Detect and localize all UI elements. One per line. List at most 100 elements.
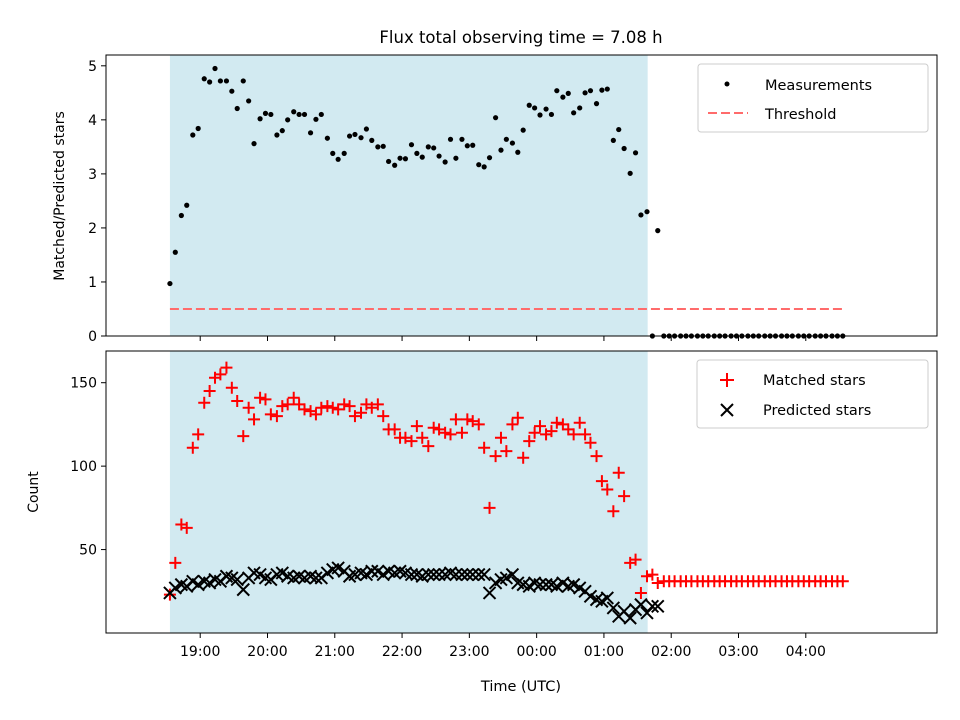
predicted-star-point xyxy=(449,567,463,582)
measurement-point xyxy=(274,132,280,138)
measurement-point xyxy=(425,144,431,150)
measurement-point xyxy=(240,78,246,84)
matched-star-point xyxy=(595,475,608,488)
matched-star-point xyxy=(365,401,378,414)
matched-star-point xyxy=(517,451,530,464)
measurement-point xyxy=(229,88,235,94)
matched-star-point xyxy=(203,385,216,398)
measurement-point xyxy=(577,105,583,111)
measurement-point xyxy=(330,150,336,156)
x-tick-label: 19:00 xyxy=(180,644,220,660)
legend-threshold-label: Threshold xyxy=(764,107,836,123)
measurement-point xyxy=(486,155,493,161)
measurement-point xyxy=(375,144,381,150)
measurement-point xyxy=(313,116,319,122)
matched-star-point xyxy=(416,431,429,444)
predicted-star-point xyxy=(634,597,648,612)
x-tick-label: 23:00 xyxy=(449,644,489,660)
measurement-point xyxy=(279,128,285,134)
measurement-point xyxy=(212,65,218,72)
x-tick-label: 03:00 xyxy=(718,644,758,660)
measurement-point xyxy=(498,147,504,153)
predicted-star-point xyxy=(606,601,621,615)
measurement-point xyxy=(402,156,409,162)
bottom-y-tick-label: 100 xyxy=(70,459,97,475)
matched-star-point xyxy=(444,428,457,441)
measurement-point xyxy=(582,90,588,96)
matched-star-point xyxy=(567,428,580,441)
x-axis-label: Time (UTC) xyxy=(480,679,561,695)
matched-star-point xyxy=(528,426,541,439)
matched-star-point xyxy=(371,398,384,411)
matched-star-point xyxy=(309,408,322,421)
measurement-point xyxy=(363,126,370,132)
measurement-point xyxy=(207,79,213,85)
measurement-point xyxy=(178,212,184,219)
measurement-point xyxy=(369,137,375,143)
predicted-star-point xyxy=(533,577,547,592)
measurement-point xyxy=(352,131,358,138)
predicted-star-point xyxy=(309,571,323,585)
top-y-tick-label: 0 xyxy=(88,329,97,345)
predicted-star-point xyxy=(645,599,660,614)
measurement-point xyxy=(644,209,650,215)
x-tick-label: 01:00 xyxy=(584,644,624,660)
measurement-point xyxy=(257,116,263,122)
legend-measurements-marker xyxy=(724,81,730,87)
matched-star-point xyxy=(220,361,233,374)
legend-measurements-label: Measurements xyxy=(765,78,872,94)
top-plot-frame xyxy=(105,54,938,337)
measurement-point xyxy=(537,112,543,118)
matched-star-point xyxy=(489,450,502,463)
matched-star-point xyxy=(410,420,423,433)
measurement-point xyxy=(464,143,470,149)
predicted-star-point xyxy=(460,567,475,582)
measurement-point xyxy=(599,87,605,93)
matched-star-point xyxy=(629,553,642,566)
measurement-point xyxy=(593,101,600,107)
matched-star-point xyxy=(478,441,491,454)
predicted-star-point xyxy=(482,586,497,600)
measurement-point xyxy=(296,111,302,118)
measurement-point xyxy=(195,125,201,132)
matched-star-point xyxy=(388,423,401,436)
matched-star-point xyxy=(326,401,339,414)
measurement-point xyxy=(548,111,555,118)
matched-star-point xyxy=(198,396,211,409)
matched-star-point xyxy=(248,413,261,426)
top-panel: 0 1 2 3 4 5 Matched/Predicted stars Measureme… xyxy=(52,54,938,345)
measurement-point xyxy=(565,90,571,96)
measurement-point xyxy=(604,86,610,92)
measurement-point xyxy=(560,94,566,100)
legend-predicted-label: Predicted stars xyxy=(763,403,871,419)
matched-star-point xyxy=(259,393,272,406)
predicted-star-point xyxy=(623,611,637,625)
predicted-star-point xyxy=(426,567,441,582)
matched-star-point xyxy=(399,431,412,444)
measurement-point xyxy=(285,117,291,123)
matched-star-point xyxy=(590,450,603,463)
matched-star-point xyxy=(287,391,300,404)
matched-star-point xyxy=(332,403,345,416)
predicted-star-point xyxy=(539,577,553,592)
matched-star-point xyxy=(348,410,361,423)
measurement-point xyxy=(453,155,459,161)
measurement-point xyxy=(554,88,560,94)
measurement-point xyxy=(419,154,425,160)
chart-title: Flux total observing time = 7.08 h xyxy=(379,28,662,47)
measurement-point xyxy=(408,142,415,148)
measurement-point xyxy=(610,137,616,143)
matched-star-point xyxy=(646,568,659,581)
measurement-point xyxy=(621,145,627,152)
measurement-point xyxy=(459,136,465,142)
matched-star-point xyxy=(377,410,390,423)
x-tick-label: 22:00 xyxy=(382,644,422,660)
matched-star-point xyxy=(231,395,244,408)
measurement-point xyxy=(318,111,324,118)
x-tick-label: 04:00 xyxy=(786,644,826,660)
matched-star-point xyxy=(281,398,294,411)
matched-star-point xyxy=(466,415,479,428)
measurement-point xyxy=(476,162,482,168)
matched-star-point xyxy=(562,423,575,436)
measurement-point xyxy=(526,102,532,108)
